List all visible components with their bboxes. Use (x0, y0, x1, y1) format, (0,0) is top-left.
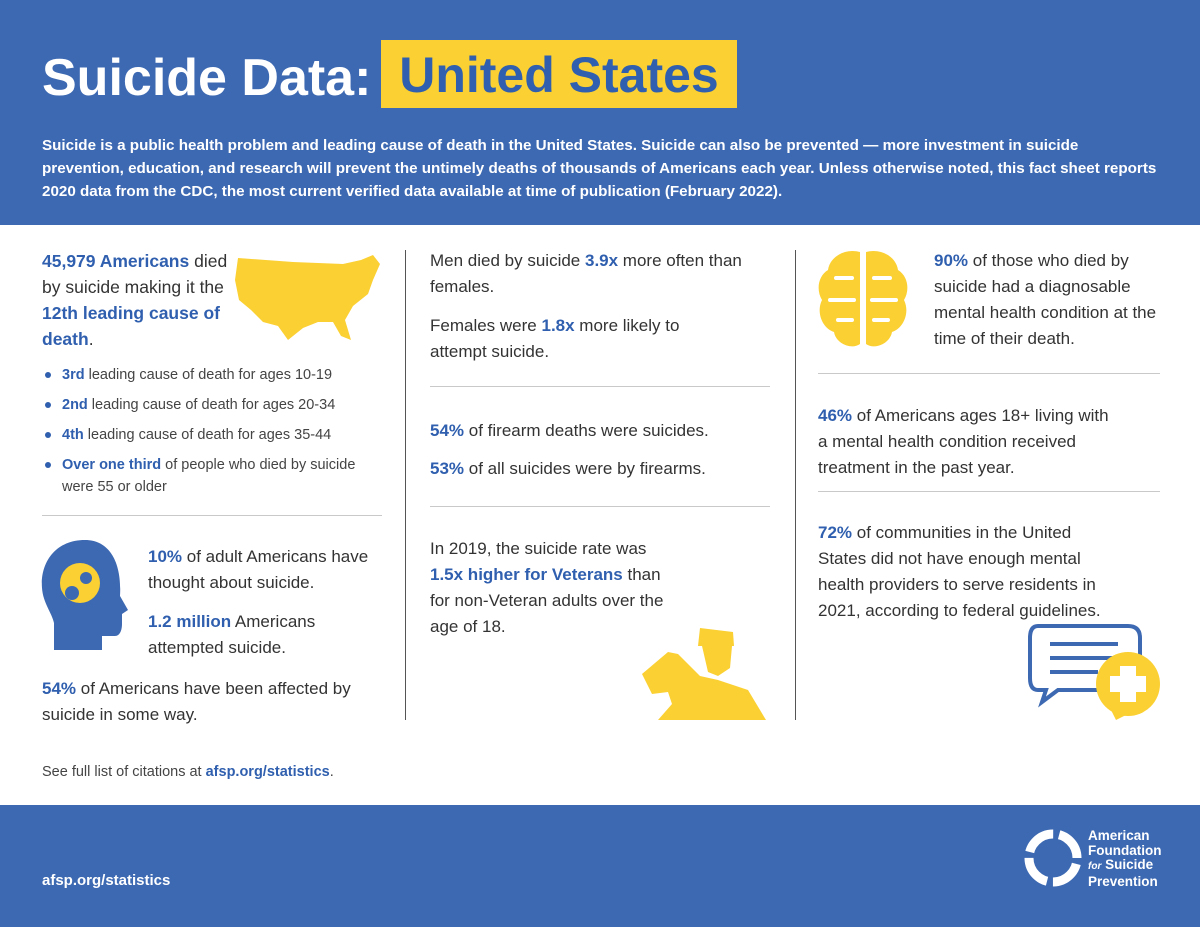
soldier-icon (642, 628, 766, 720)
text-segment: Americans attempted suicide. (148, 612, 316, 657)
highlight-text: afsp.org/statistics (205, 764, 330, 780)
icon-shape (818, 250, 908, 347)
text-segment: for (1088, 861, 1102, 872)
highlight-text: 53% (430, 459, 465, 478)
highlight-text: 1.8x (541, 316, 575, 335)
text-segment: more likely to attempt suicide. (430, 316, 680, 361)
text-segment: of firearm deaths were suicides. (464, 421, 709, 440)
text-segment: of those who died by suicide had a diagn… (934, 251, 1157, 348)
icon-shape (1024, 829, 1082, 887)
logo-text: American Foundation for Suicide Preventi… (1088, 828, 1162, 889)
text-segment: . (329, 764, 334, 780)
text-segment: Females were (430, 316, 542, 335)
text-segment: Foundation (1088, 842, 1162, 858)
icon-shape (1050, 642, 1118, 674)
bullet-list: 3rd leading cause of death for ages 10-1… (42, 364, 382, 506)
text-segment: American (1088, 828, 1150, 843)
text-segment: for Suicide (1088, 857, 1161, 875)
title-highlight: United States (381, 40, 737, 108)
icon-shape (1110, 708, 1128, 720)
text-segment: Suicide (1105, 857, 1154, 872)
bullet: 4th leading cause of death for ages 35-4… (42, 424, 382, 446)
text-segment: Prevention (1088, 873, 1158, 889)
text-segment: Men died by suicide (430, 251, 585, 270)
text-segment: of all suicides were by firearms. (464, 459, 706, 478)
highlight-text: 72% (818, 523, 853, 542)
icon-shape (65, 586, 79, 600)
divider (42, 515, 382, 516)
citation: See full list of citations at afsp.org/s… (42, 764, 334, 780)
bullet: 3rd leading cause of death for ages 10-1… (42, 364, 382, 386)
text-segment: of Americans ages 18+ living with a ment… (818, 406, 1109, 477)
treatment-stat: 46% of Americans ages 18+ living with a … (818, 403, 1118, 481)
females-stat: Females were 1.8x more likely to attempt… (430, 313, 730, 365)
divider (430, 386, 770, 387)
icon-shape (60, 563, 100, 603)
footer: afsp.org/statistics American Foundation … (0, 805, 1200, 927)
men-stat: Men died by suicide 3.9x more often than… (430, 248, 750, 300)
intro: Suicide is a public health problem and l… (42, 137, 1157, 200)
stat: 45,979 Americans died by suicide making … (42, 248, 242, 352)
text-segment: of communities in the United States did … (818, 523, 1101, 620)
text-segment: leading cause of death for ages 35-44 (83, 427, 332, 443)
bullet: Over one third of people who died by sui… (42, 454, 382, 498)
chat-icon (1028, 624, 1160, 720)
text-segment: leading cause of death for ages 20-34 (87, 397, 336, 413)
firearm-stat: 54% of firearm deaths were suicides. (430, 418, 770, 444)
highlight-text: 12th leading cause of death (42, 303, 220, 349)
text-segment: than for non-Veteran adults over the age… (430, 565, 664, 636)
firearm-share-stat: 53% of all suicides were by firearms. (430, 456, 770, 482)
highlight-text: 4th (62, 427, 84, 443)
text-segment: of adult Americans have thought about su… (148, 547, 369, 592)
highlight-text: 2nd (62, 397, 88, 413)
logo-mark (1024, 829, 1082, 887)
text-segment: See full list of citations at (42, 764, 206, 780)
attempts-stat: 1.2 million Americans attempted suicide. (148, 609, 383, 661)
column-divider (795, 250, 796, 720)
footer-url: afsp.org/statistics (42, 872, 171, 889)
divider (818, 373, 1160, 374)
highlight-text: 1.5x higher for Veterans (430, 565, 623, 584)
affected-stat: 54% of Americans have been affected by s… (42, 676, 382, 728)
highlight-text: 54% (430, 421, 465, 440)
us-map-icon (235, 255, 380, 340)
icon-shape (642, 628, 766, 720)
text-segment: leading cause of death for ages 10-19 (84, 367, 333, 383)
column-divider (405, 250, 406, 720)
divider (430, 506, 770, 507)
text-segment: died by suicide making it the (42, 251, 228, 297)
divider (818, 491, 1160, 492)
text-segment: of people who died by suicide were 55 or… (62, 457, 356, 495)
thoughts-stat: 10% of adult Americans have thought abou… (148, 544, 383, 596)
bullet: 2nd leading cause of death for ages 20-3… (42, 394, 382, 416)
mental-health-stat: 90% of those who died by suicide had a d… (934, 248, 1164, 352)
icon-shape (1110, 666, 1146, 702)
head-icon (41, 540, 128, 650)
brain-icon (818, 250, 908, 347)
text-segment: of Americans have been affected by suici… (42, 679, 351, 724)
title: Suicide Data: (42, 49, 372, 107)
veterans-stat: In 2019, the suicide rate was 1.5x highe… (430, 536, 668, 640)
icon-shape (235, 255, 380, 340)
highlight-text: 54% (42, 679, 77, 698)
highlight-text: 3.9x (584, 251, 619, 270)
text-segment: . (88, 329, 94, 349)
icon-shape (828, 276, 898, 322)
highlight-text: 46% (818, 406, 853, 425)
icon-shape (80, 572, 92, 584)
highlight-text: 10% (148, 547, 183, 566)
highlight-text: 1.2 million (148, 612, 232, 631)
highlight-text: Over one third (62, 457, 162, 473)
highlight-text: 45,979 Americans (42, 251, 190, 271)
providers-stat: 72% of communities in the United States … (818, 520, 1118, 624)
text-segment: In 2019, the suicide rate was (430, 539, 647, 558)
highlight-text: 3rd (62, 367, 85, 383)
highlight-text: 90% (934, 251, 969, 270)
header: Suicide Data: United States Suicide is a… (0, 0, 1200, 225)
text-segment: more often than females. (430, 251, 742, 296)
icon-shape (1024, 829, 1082, 887)
